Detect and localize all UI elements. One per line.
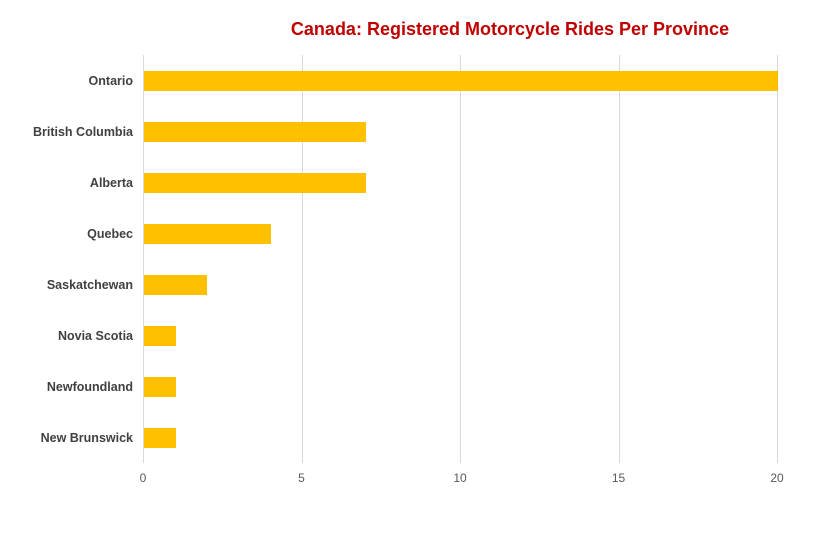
category-label-alberta: Alberta bbox=[89, 176, 133, 190]
axis-line bbox=[143, 55, 144, 463]
gridline bbox=[301, 55, 303, 463]
bar-novia-scotia bbox=[144, 326, 176, 346]
bar-new-brunswick bbox=[144, 428, 176, 448]
x-tick-label: 0 bbox=[139, 471, 147, 485]
x-tick-label: 15 bbox=[611, 471, 626, 485]
gridline bbox=[777, 55, 778, 463]
x-tick-label: 10 bbox=[453, 471, 467, 485]
category-label-quebec: Quebec bbox=[87, 227, 133, 241]
bar-quebec bbox=[144, 224, 271, 244]
category-label-novia-scotia: Novia Scotia bbox=[57, 329, 133, 343]
chart-title: Canada: Registered Motorcycle Rides Per … bbox=[290, 19, 730, 39]
bar-alberta bbox=[144, 173, 366, 193]
x-tick-label: 5 bbox=[298, 471, 305, 485]
bar-ontario bbox=[144, 71, 778, 91]
plot-area bbox=[143, 55, 778, 463]
gridline bbox=[460, 55, 461, 463]
category-label-saskatchewan: Saskatchewan bbox=[46, 278, 133, 292]
bar-british-columbia bbox=[144, 122, 366, 142]
bar-saskatchewan bbox=[144, 275, 207, 295]
category-label-ontario: Ontario bbox=[88, 74, 133, 88]
x-tick-label: 20 bbox=[770, 471, 784, 485]
category-label-newfoundland: Newfoundland bbox=[46, 380, 133, 394]
category-label-british-columbia: British Columbia bbox=[32, 125, 133, 139]
bar-newfoundland bbox=[144, 377, 176, 397]
gridline bbox=[618, 55, 620, 463]
category-label-new-brunswick: New Brunswick bbox=[40, 431, 133, 445]
